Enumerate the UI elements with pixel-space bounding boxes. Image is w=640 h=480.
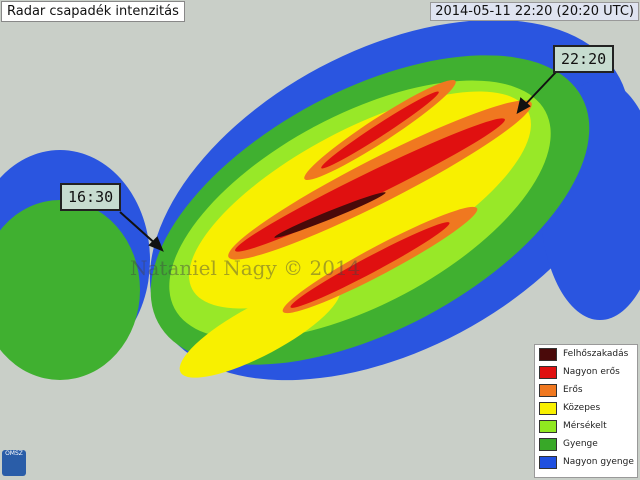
legend-label: Közepes — [563, 403, 601, 413]
annotation-2220: 22:20 — [553, 45, 615, 73]
red-precip — [235, 91, 505, 308]
legend: Felhőszakadás Nagyon erős Erős Közepes M… — [534, 344, 638, 478]
legend-swatch — [539, 437, 557, 451]
legend-label: Nagyon erős — [563, 367, 620, 377]
legend-label: Felhőszakadás — [563, 349, 629, 359]
legend-item: Felhőszakadás — [535, 345, 637, 363]
legend-swatch — [539, 455, 557, 469]
legend-item: Erős — [535, 381, 637, 399]
legend-item: Nagyon erős — [535, 363, 637, 381]
legend-item: Gyenge — [535, 435, 637, 453]
map-title: Radar csapadék intenzitás — [1, 1, 185, 22]
darkred-precip — [274, 192, 386, 238]
legend-item: Közepes — [535, 399, 637, 417]
legend-label: Erős — [563, 385, 583, 395]
annotation-1630: 16:30 — [60, 183, 122, 211]
legend-label: Nagyon gyenge — [563, 457, 634, 467]
watermark: Nataniel Nagy © 2014 — [130, 256, 360, 280]
legend-item: Nagyon gyenge — [535, 453, 637, 471]
legend-item: Mérsékelt — [535, 417, 637, 435]
arrows — [119, 71, 557, 252]
timestamp: 2014-05-11 22:20 (20:20 UTC) — [430, 2, 639, 21]
legend-swatch — [539, 401, 557, 415]
logo-text: OMSZ — [5, 450, 23, 457]
legend-swatch — [539, 419, 557, 433]
legend-swatch — [539, 347, 557, 361]
legend-label: Mérsékelt — [563, 421, 607, 431]
legend-swatch — [539, 365, 557, 379]
legend-label: Gyenge — [563, 439, 598, 449]
legend-swatch — [539, 383, 557, 397]
omsz-logo: OMSZ — [2, 450, 26, 476]
